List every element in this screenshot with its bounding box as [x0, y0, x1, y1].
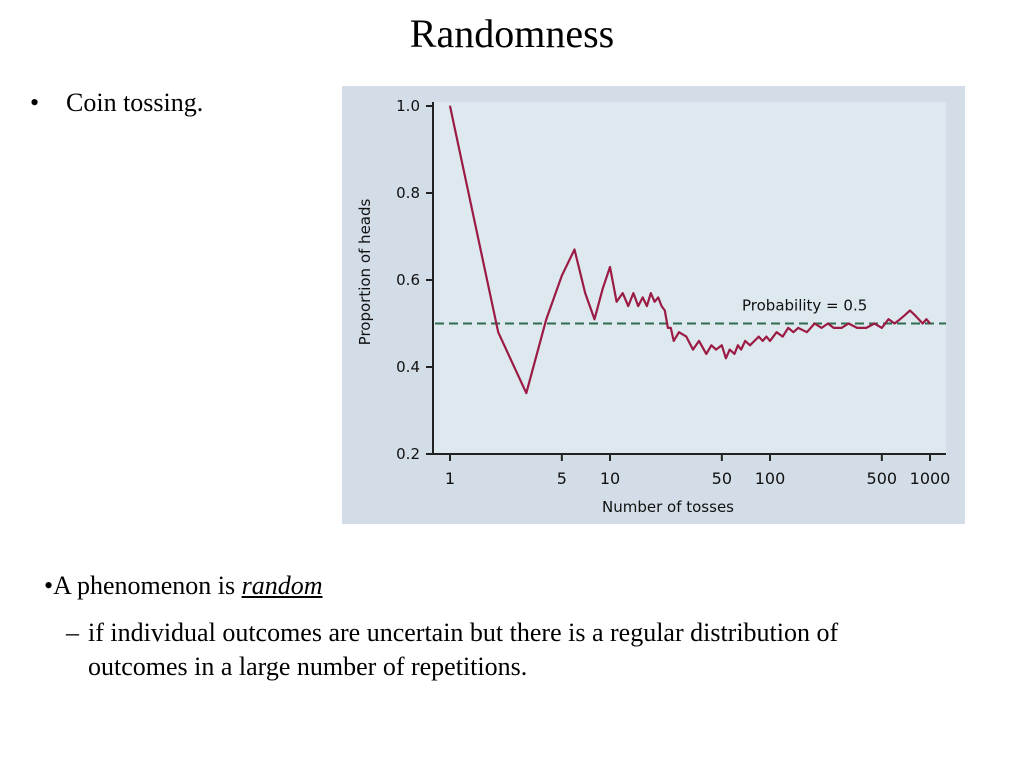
data-point [685, 335, 687, 338]
x-tick-label: 500 [867, 469, 898, 488]
data-point [642, 296, 644, 298]
data-point [833, 327, 835, 329]
data-point [616, 301, 618, 303]
x-tick-label: 10 [600, 469, 620, 488]
x-tick-label: 5 [557, 469, 567, 488]
data-point [678, 331, 680, 333]
y-tick-label: 0.2 [396, 445, 420, 463]
data-point [449, 105, 451, 107]
data-point [497, 331, 499, 333]
sub-bullet-marker: – [66, 618, 79, 647]
data-point [814, 322, 816, 325]
data-point [776, 331, 778, 333]
data-point [787, 327, 789, 329]
data-point [602, 288, 604, 290]
reference-line-label: Probability = 0.5 [742, 297, 867, 315]
data-point [909, 309, 911, 312]
bullet-coin-tossing: • Coin tossing. [30, 86, 203, 120]
data-point [740, 349, 742, 351]
slide-title: Randomness [409, 11, 615, 56]
data-point [744, 340, 746, 342]
y-tick-label: 0.6 [396, 271, 420, 289]
data-point [893, 322, 896, 325]
random-term: random [241, 571, 323, 600]
data-point [827, 322, 829, 325]
data-point [622, 292, 624, 294]
x-tick-label: 50 [712, 469, 732, 488]
data-point [913, 314, 916, 316]
data-point [561, 275, 563, 277]
y-axis-label: Proportion of heads [356, 198, 374, 345]
data-point [749, 344, 751, 346]
coin-toss-chart: 0.2 0.4 0.6 0.8 1.0 1 5 10 50 100 500 1000 Number of… [356, 97, 951, 516]
data-point [573, 248, 576, 251]
data-point [929, 322, 931, 325]
data-point [865, 327, 867, 329]
data-point [670, 327, 672, 329]
y-tick-label: 0.8 [396, 184, 420, 202]
data-point [918, 318, 920, 320]
data-point [881, 327, 883, 329]
chart-figure: 0.2 0.4 0.6 0.8 1.0 1 5 10 50 100 500 1000 Number of… [342, 86, 965, 524]
data-point [873, 322, 876, 325]
data-point [762, 340, 764, 342]
data-point [782, 335, 784, 338]
y-tick-label: 1.0 [396, 97, 420, 115]
x-tick-label: 100 [755, 469, 786, 488]
data-point [733, 353, 736, 355]
data-point [725, 357, 727, 359]
sub-bullet-text: if individual outcomes are uncertain but… [88, 618, 839, 681]
x-tick-label: 1 [445, 469, 455, 488]
bullet-text: Coin tossing. [66, 88, 204, 117]
data-point [922, 322, 924, 325]
data-point [753, 340, 756, 342]
data-point [820, 327, 823, 329]
data-point [729, 349, 731, 351]
data-point [797, 327, 799, 329]
data-point [667, 327, 669, 329]
data-point [593, 318, 596, 320]
data-point [769, 340, 771, 342]
data-point [698, 340, 700, 342]
data-point [692, 349, 694, 351]
data-point [525, 392, 527, 394]
data-point [609, 266, 611, 268]
plot-area [434, 102, 946, 454]
data-point [705, 353, 707, 355]
data-point [887, 318, 890, 320]
data-point [899, 318, 901, 320]
data-point [660, 305, 663, 307]
data-point [765, 335, 768, 338]
data-point [904, 314, 906, 316]
data-point [657, 296, 659, 298]
data-point [646, 305, 648, 307]
data-point [806, 331, 808, 333]
data-point [627, 305, 629, 307]
bullet-random-definition: •A phenomenon is random [44, 569, 323, 603]
data-point [737, 344, 739, 346]
bullet-2-prefix: •A phenomenon is [44, 571, 242, 600]
bullet-marker: • [30, 88, 40, 117]
data-point [650, 292, 652, 294]
data-point [856, 327, 858, 329]
data-point [664, 309, 666, 312]
data-point [584, 292, 586, 294]
data-point [654, 301, 656, 303]
data-point [848, 322, 850, 325]
data-point [758, 335, 760, 338]
data-point [792, 331, 794, 333]
x-axis-label: Number of tosses [602, 498, 734, 516]
data-point [721, 344, 723, 346]
data-point [925, 318, 928, 320]
x-tick-label: 1000 [910, 469, 951, 488]
data-point [673, 340, 675, 342]
data-point [545, 318, 547, 320]
data-point [637, 305, 639, 307]
data-point [632, 292, 634, 294]
data-point [715, 349, 717, 351]
data-point [710, 344, 712, 346]
y-tick-label: 0.4 [396, 358, 420, 376]
data-point [840, 327, 843, 329]
